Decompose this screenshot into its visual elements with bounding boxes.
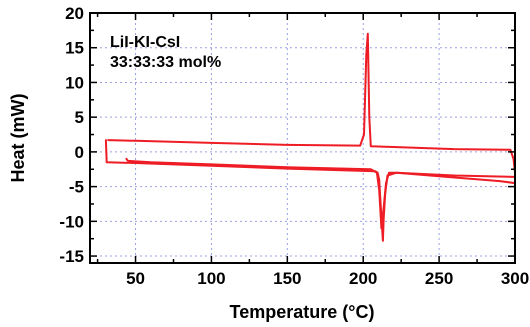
y-tick-label: 15: [65, 39, 84, 58]
x-axis-title: Temperature (°C): [230, 302, 375, 322]
x-tick-label: 50: [126, 269, 145, 288]
plot-frame: [89, 12, 516, 264]
x-tick-label: 250: [425, 269, 453, 288]
y-tick-label: 0: [75, 143, 84, 162]
y-tick-label: -15: [59, 247, 84, 266]
x-tick-label: 150: [273, 269, 301, 288]
annotation-line-1: LiI-KI-CsI: [110, 34, 180, 51]
y-tick-label: 20: [65, 4, 84, 23]
x-tick-label: 100: [197, 269, 225, 288]
tick-labels: 50 100 150 200 250 300 -15 -10 -5 0 5 10 15 20: [59, 4, 529, 288]
y-tick-label: -5: [69, 178, 84, 197]
y-tick-label: -10: [59, 212, 84, 231]
x-tick-label: 200: [349, 269, 377, 288]
y-tick-label: 5: [75, 108, 84, 127]
series-line-2: [104, 139, 516, 242]
series-layer: [104, 32, 516, 242]
grid-lines: [90, 13, 515, 263]
annotation-line-2: 33:33:33 mol%: [110, 54, 221, 71]
y-axis-title: Heat (mW): [8, 93, 28, 182]
series-line-3: [125, 157, 515, 230]
y-tick-label: 10: [65, 73, 84, 92]
x-tick-label: 300: [501, 269, 529, 288]
series-line-1: [107, 32, 516, 185]
